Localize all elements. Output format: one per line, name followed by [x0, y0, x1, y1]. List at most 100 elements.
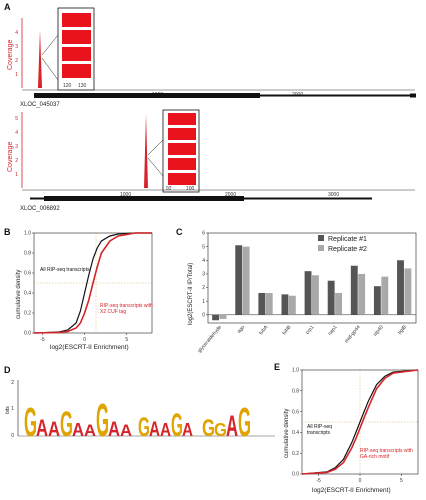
b-ytick: 1.0: [24, 231, 31, 237]
bar-rep2-6: [358, 273, 366, 315]
track1-ytick-2: 2: [15, 58, 18, 64]
track2-scale-2: 3000: [328, 192, 339, 198]
bar-rep1-3: [281, 294, 289, 315]
panel-c-ytick: 0: [202, 313, 205, 319]
logo-letter-a: A: [48, 418, 60, 441]
bar-rep1-0: [212, 314, 220, 321]
logo-letter-a: A: [120, 422, 132, 440]
bar-rep1-5: [327, 280, 335, 315]
logo-letter-g: G: [60, 404, 73, 444]
track2-plot: 5 4 3 2 1 Coverage 92 100 1000 2000 3000…: [7, 109, 415, 212]
track2-inset-bar-2: [168, 143, 196, 155]
track1-inset-bar-0: [62, 13, 91, 27]
b-xtick: -5: [40, 337, 45, 343]
panel-d-ytick-0: 2: [11, 380, 14, 386]
panel-c-category-label: tubB: [281, 324, 293, 336]
panel-b-cdf-plot: 1.0 0.8 0.6 0.4 0.2 0.0 -5 0 5 cumulative densi…: [16, 231, 153, 351]
track2-inset-bar-3: [168, 158, 196, 170]
bar-rep1-2: [258, 293, 266, 315]
track1-peak: [38, 30, 42, 88]
track2-scale-1: 2000: [225, 192, 236, 198]
panel-c-category-label: nlp40: [372, 324, 385, 337]
panel-e-line-rip: [301, 369, 419, 475]
panel-e-legend-all: All RIP-seq transcripts: [307, 424, 333, 436]
bar-rep2-4: [312, 275, 319, 315]
panel-c-category-label: tubA: [258, 324, 270, 336]
e-xtick: -5: [316, 478, 321, 484]
b-xtick: 5: [125, 337, 128, 343]
legend-swatch-rep2: [318, 245, 324, 251]
track2-peak: [144, 114, 148, 188]
logo-letter-a: A: [149, 416, 160, 440]
b-ytick: 0.8: [24, 251, 31, 257]
track2-gene-exon: [44, 196, 244, 201]
panel-c-category-label: mid-gp44: [344, 324, 362, 344]
panel-c-bar-chart: 6 5 4 3 2 1 0 glyceraldehyde ago tubA tubB crp1 nap…: [188, 231, 417, 354]
b-ytick: 0.4: [24, 291, 31, 297]
logo-letter-a: A: [226, 410, 238, 443]
panel-b-xlabel: log2(ESCRT-II Enrichment): [50, 344, 129, 351]
e-xtick: 5: [400, 478, 403, 484]
legend-label-rep1: Replicate #1: [328, 236, 367, 243]
logo-letter-g: G: [138, 411, 150, 442]
e-ytick: 0.2: [292, 451, 299, 457]
track1-inset-bar-1: [62, 30, 91, 44]
track1-inset-bar-3: [62, 64, 91, 78]
bar-rep2-7: [381, 276, 389, 315]
logo-letter-a: A: [36, 415, 48, 442]
bar-rep2-2: [265, 293, 273, 315]
track1-inset-tick-1: 130: [78, 83, 87, 89]
legend-label-rep2: Replicate #2: [328, 246, 367, 253]
panel-c-category-label: bglB: [397, 324, 408, 336]
logo-letter-a: A: [182, 418, 193, 440]
bar-rep1-1: [235, 245, 243, 315]
logo-letter-a: A: [84, 422, 96, 440]
track2-gene-name: XLOC_006892: [20, 206, 60, 212]
bar-rep2-5: [335, 293, 343, 315]
track2-ytick-0: 5: [15, 116, 18, 122]
logo-letter-a: A: [72, 419, 84, 440]
b-ytick: 0.6: [24, 271, 31, 277]
logo-letter-g: G: [96, 396, 109, 447]
track1-plot: 4 3 2 1 Coverage 120 130 1000 2000 XLOC_…: [7, 7, 416, 108]
panel-d-ylabel: bits: [5, 406, 11, 414]
track1-inset-bar-2: [62, 47, 91, 61]
track2-inset-tick-1: 100: [186, 186, 195, 192]
panel-b-legend-all: All RIP-seq transcripts: [40, 267, 90, 273]
track2-inset-bar-0: [168, 113, 196, 125]
panel-e-label: E: [274, 362, 281, 372]
track2-scale-0: 1000: [120, 192, 131, 198]
bar-rep2-1: [242, 246, 250, 315]
e-ytick: 0.6: [292, 409, 299, 415]
panel-c-frame: [207, 232, 417, 324]
track1-ytick-3: 1: [15, 72, 18, 78]
bar-rep2-3: [288, 295, 296, 315]
track1-ylabel: Coverage: [7, 40, 14, 70]
track1-ytick-0: 4: [15, 30, 18, 36]
panel-d-label: D: [4, 365, 11, 375]
panel-e-ylabel: cumulative density: [284, 409, 290, 458]
panel-c-ylabel: log2(ESCRT-II IP/Total): [188, 263, 194, 325]
track1-gene-exon: [34, 93, 260, 98]
panel-c-ytick: 6: [202, 231, 205, 237]
panel-b-line-all: [33, 232, 152, 334]
track1-gene-name: XLOC_045037: [20, 102, 60, 108]
e-xtick: 0: [359, 478, 362, 484]
panel-c-category-label: glyceraldehyde: [197, 324, 223, 354]
panel-b-ylabel: cumulative density: [16, 270, 22, 319]
bar-rep1-7: [373, 286, 381, 315]
track2-ylabel: Coverage: [7, 142, 14, 172]
panel-b-label: B: [4, 227, 11, 237]
panel-d-ytick-2: 0: [11, 433, 14, 439]
panel-c-ytick: 4: [202, 258, 205, 264]
e-ytick: 0.8: [292, 389, 299, 395]
bar-rep2-8: [404, 268, 412, 315]
track2-inset-tick-0: 92: [166, 186, 172, 192]
b-ytick: 0.0: [24, 331, 31, 337]
track1-gene-utr: [260, 94, 410, 97]
logo-letter-g: G: [202, 415, 215, 442]
panel-c-ytick: 5: [202, 244, 205, 250]
track1-inset-tick-0: 120: [63, 83, 72, 89]
logo-letter-g: G: [171, 408, 183, 444]
